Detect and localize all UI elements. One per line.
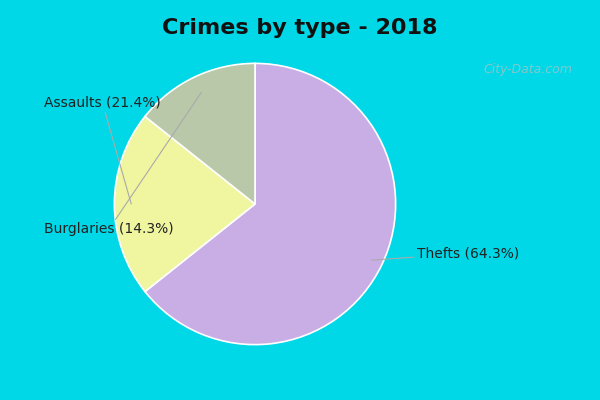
Wedge shape <box>145 63 395 345</box>
Text: City-Data.com: City-Data.com <box>484 63 572 76</box>
Text: Assaults (21.4%): Assaults (21.4%) <box>44 96 161 204</box>
Text: Thefts (64.3%): Thefts (64.3%) <box>371 246 519 260</box>
Text: Crimes by type - 2018: Crimes by type - 2018 <box>162 18 438 38</box>
Wedge shape <box>115 116 255 292</box>
Wedge shape <box>145 63 255 204</box>
Text: Burglaries (14.3%): Burglaries (14.3%) <box>44 92 201 236</box>
